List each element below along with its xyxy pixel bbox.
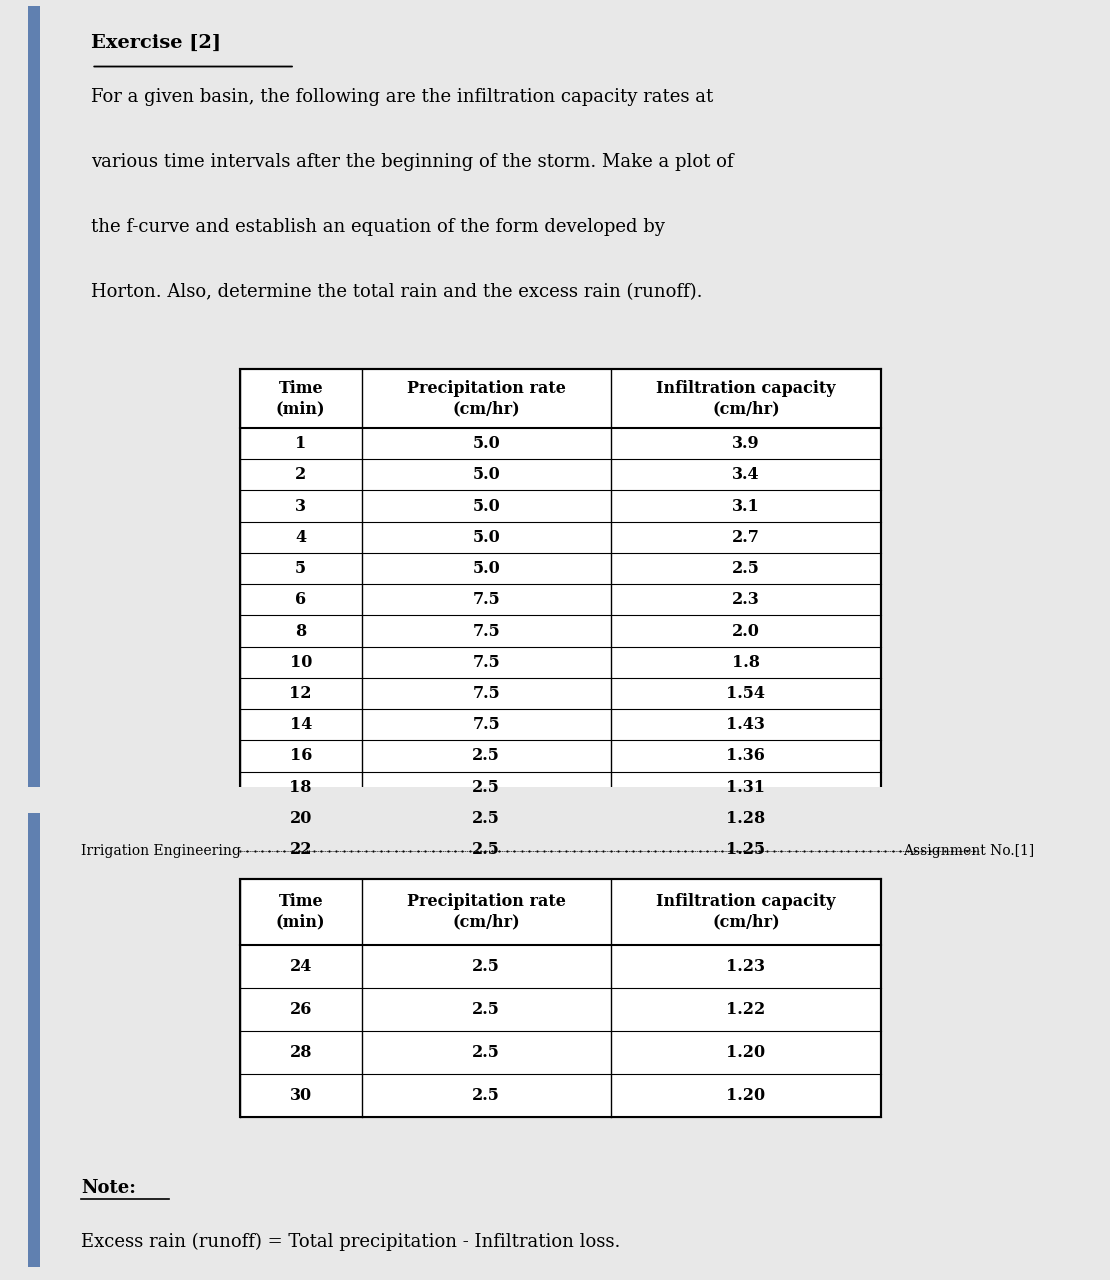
Text: 1.25: 1.25 [726, 841, 766, 858]
Text: 2.5: 2.5 [472, 748, 501, 764]
Text: 6: 6 [295, 591, 306, 608]
Text: 3.9: 3.9 [733, 435, 759, 452]
Text: Infiltration capacity
(cm/hr): Infiltration capacity (cm/hr) [656, 380, 836, 417]
Text: 5.0: 5.0 [473, 466, 501, 484]
Text: 2.5: 2.5 [472, 1001, 501, 1018]
Bar [28, 813, 40, 1267]
Text: the f-curve and establish an equation of the form developed by: the f-curve and establish an equation of… [91, 218, 665, 236]
Text: 4: 4 [295, 529, 306, 545]
Text: 30: 30 [290, 1087, 312, 1105]
Text: 1: 1 [553, 887, 563, 901]
Text: 7.5: 7.5 [473, 591, 501, 608]
Text: Precipitation rate
(cm/hr): Precipitation rate (cm/hr) [406, 892, 566, 931]
Bar [240, 370, 881, 865]
Text: 1.36: 1.36 [727, 748, 766, 764]
Text: 3: 3 [295, 498, 306, 515]
Text: Time
(min): Time (min) [276, 892, 325, 931]
Text: 26: 26 [290, 1001, 312, 1018]
Bar [28, 6, 40, 787]
Text: 2.5: 2.5 [472, 778, 501, 796]
Text: various time intervals after the beginning of the storm. Make a plot of: various time intervals after the beginni… [91, 154, 734, 172]
Text: 7.5: 7.5 [473, 654, 501, 671]
Text: 5: 5 [295, 561, 306, 577]
Bar [240, 878, 881, 1117]
Bar [240, 370, 881, 865]
Text: 7.5: 7.5 [473, 717, 501, 733]
Text: 2.3: 2.3 [733, 591, 760, 608]
Bar [240, 878, 881, 1117]
Text: 8: 8 [295, 622, 306, 640]
Text: 5.0: 5.0 [473, 529, 501, 545]
Text: Exercise [2]: Exercise [2] [91, 33, 222, 51]
Text: Assignment No.[1]: Assignment No.[1] [904, 845, 1035, 859]
Text: 1.8: 1.8 [731, 654, 760, 671]
Text: 28: 28 [290, 1044, 312, 1061]
Text: 5.0: 5.0 [473, 498, 501, 515]
Text: 2.5: 2.5 [472, 1087, 501, 1105]
Text: 1.31: 1.31 [726, 778, 766, 796]
Text: Infiltration capacity
(cm/hr): Infiltration capacity (cm/hr) [656, 892, 836, 931]
Text: 3.1: 3.1 [733, 498, 760, 515]
Text: 2.5: 2.5 [731, 561, 760, 577]
Text: 2.5: 2.5 [472, 841, 501, 858]
Text: 2.0: 2.0 [731, 622, 760, 640]
Text: 1.20: 1.20 [726, 1044, 766, 1061]
Text: Time
(min): Time (min) [276, 380, 325, 417]
Text: 2: 2 [295, 466, 306, 484]
Text: 24: 24 [290, 957, 312, 974]
Text: 1.54: 1.54 [726, 685, 766, 701]
Text: 18: 18 [290, 778, 312, 796]
Text: 1.23: 1.23 [726, 957, 766, 974]
Text: 22: 22 [290, 841, 312, 858]
Text: For a given basin, the following are the infiltration capacity rates at: For a given basin, the following are the… [91, 88, 714, 106]
Text: 1.43: 1.43 [727, 717, 766, 733]
Text: 20: 20 [290, 810, 312, 827]
Text: 1.20: 1.20 [726, 1087, 766, 1105]
Text: 2.7: 2.7 [731, 529, 760, 545]
Text: 1.28: 1.28 [726, 810, 766, 827]
Text: 1: 1 [295, 435, 306, 452]
Text: 12: 12 [290, 685, 312, 701]
Text: 5.0: 5.0 [473, 561, 501, 577]
Text: Note:: Note: [81, 1179, 135, 1197]
Text: 14: 14 [290, 717, 312, 733]
Text: 10: 10 [290, 654, 312, 671]
Text: Precipitation rate
(cm/hr): Precipitation rate (cm/hr) [406, 380, 566, 417]
Text: 7.5: 7.5 [473, 685, 501, 701]
Text: 3.4: 3.4 [733, 466, 759, 484]
Text: 1.22: 1.22 [726, 1001, 766, 1018]
Text: 7.5: 7.5 [473, 622, 501, 640]
Text: 2.5: 2.5 [472, 957, 501, 974]
Text: 2.5: 2.5 [472, 1044, 501, 1061]
Text: 16: 16 [290, 748, 312, 764]
Text: Excess rain (runoff) = Total precipitation - Infiltration loss.: Excess rain (runoff) = Total precipitati… [81, 1233, 620, 1252]
Text: 2.5: 2.5 [472, 810, 501, 827]
Text: Horton. Also, determine the total rain and the excess rain (runoff).: Horton. Also, determine the total rain a… [91, 283, 703, 301]
Text: Irrigation Engineering: Irrigation Engineering [81, 845, 241, 859]
Text: 5.0: 5.0 [473, 435, 501, 452]
